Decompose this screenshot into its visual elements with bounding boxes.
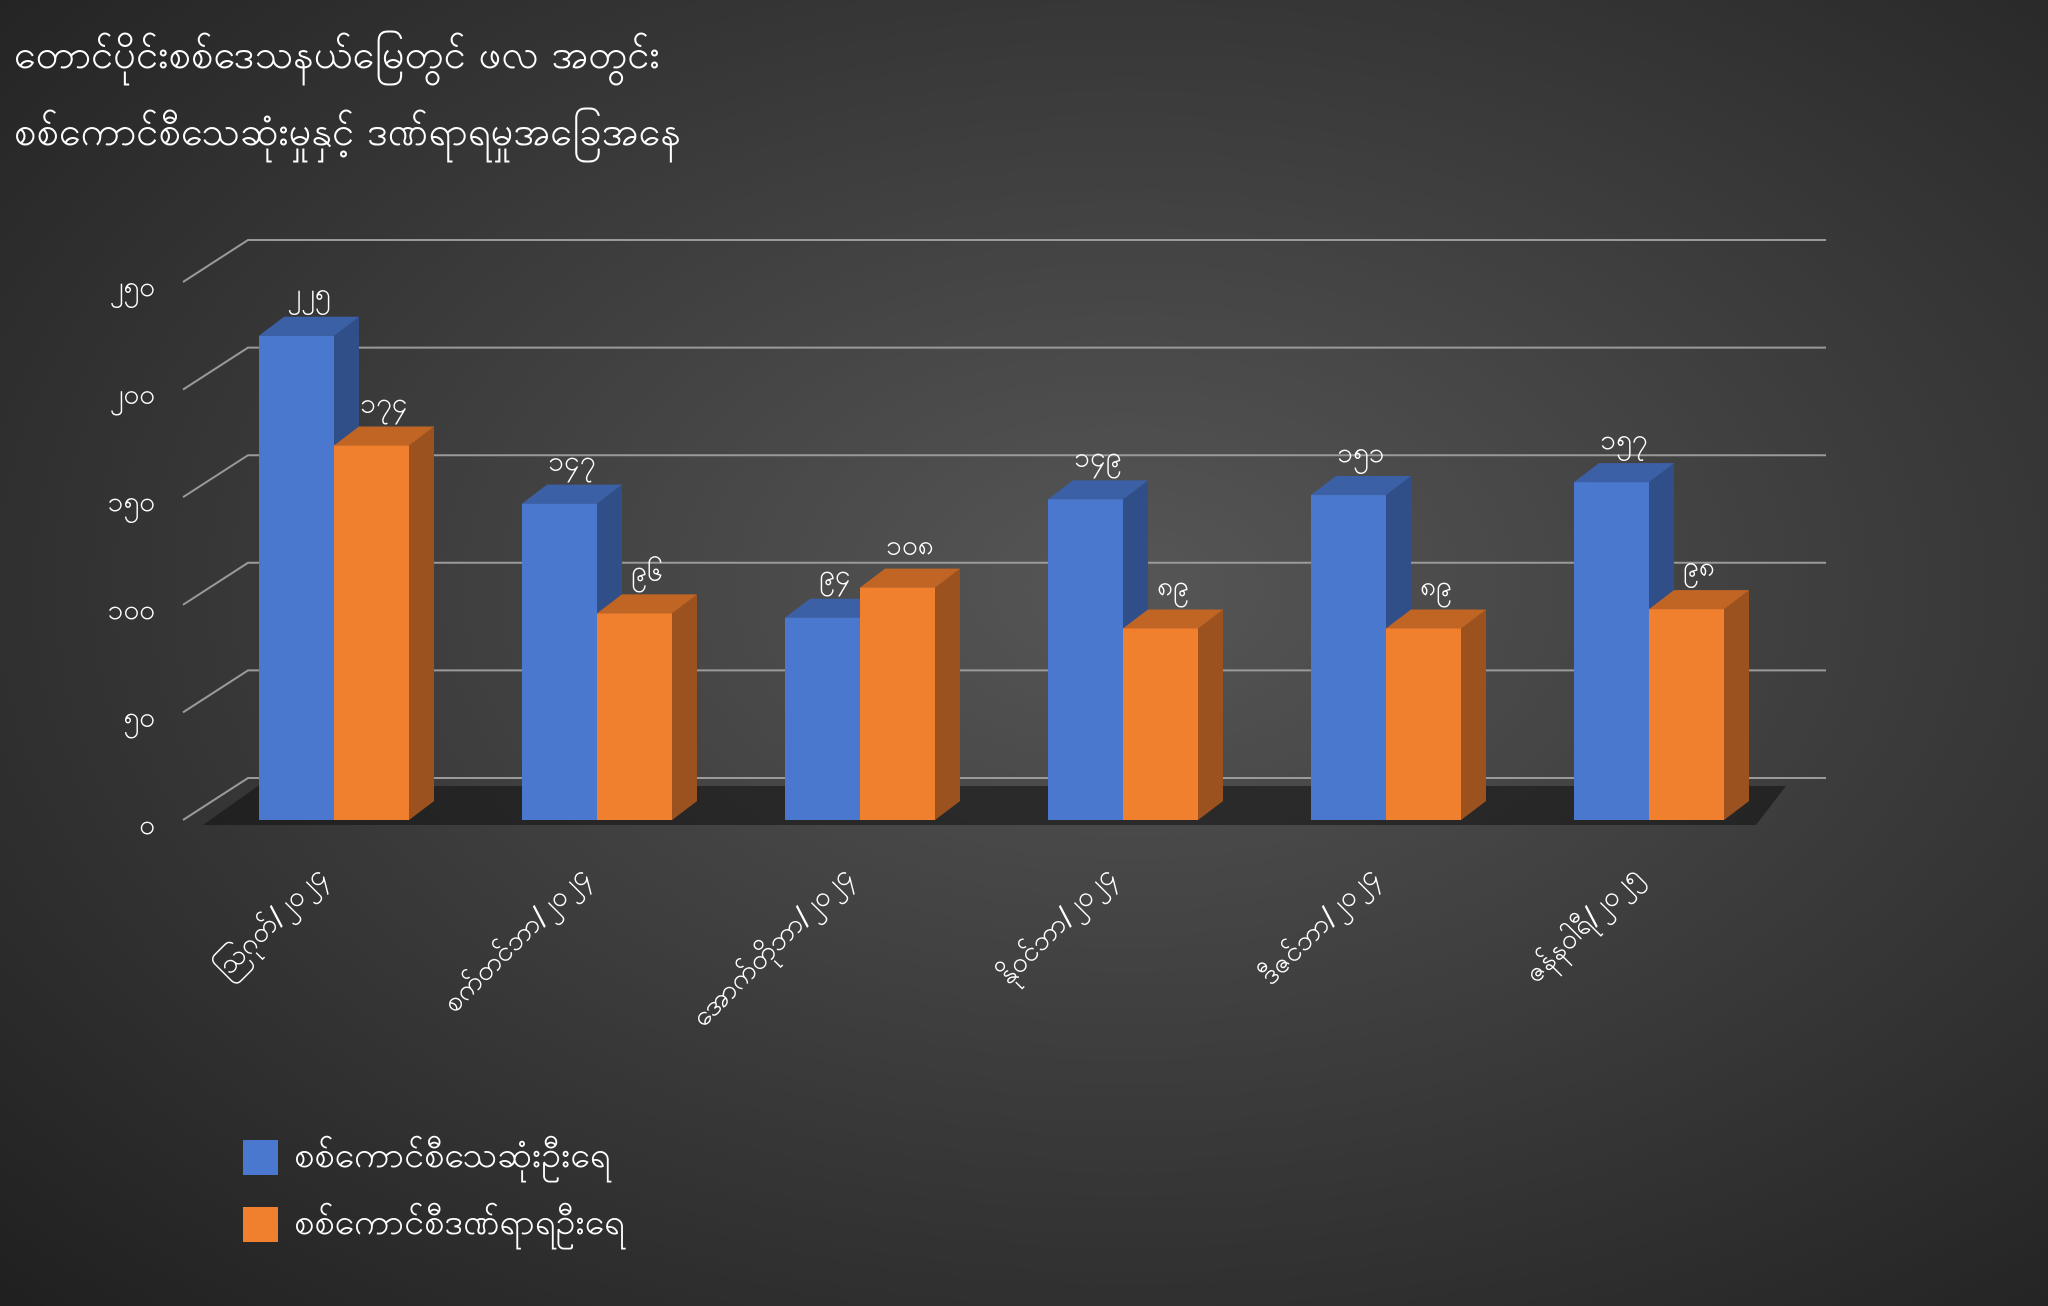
bar-side-shade	[1724, 590, 1749, 820]
bar	[1311, 495, 1386, 820]
value-label: ၁၄၇	[548, 445, 595, 484]
y-tick-label: ၁၅၀	[108, 485, 155, 524]
chart-subtitle: စစ်ကောင်စီသေဆုံးမှုနှင့် ဒဏ်ရာရမှုအခြေအန…	[14, 108, 681, 163]
bar	[1048, 499, 1123, 820]
value-label: ၈၉	[1420, 569, 1452, 608]
bar-top	[522, 484, 622, 504]
value-label: ၉၆	[631, 553, 663, 593]
bar	[1574, 482, 1649, 820]
bar-top-shade	[860, 568, 960, 588]
bar-side-shade	[409, 426, 434, 820]
value-label: ၉၄	[819, 559, 851, 598]
legend-label: စစ်ကောင်စီဒဏ်ရာရဦးရေ	[294, 1202, 626, 1250]
bar-top	[334, 426, 434, 446]
value-label: ၉၈	[1683, 550, 1715, 589]
bar	[597, 613, 672, 820]
y-tick-label: ၀	[139, 808, 155, 841]
bar	[860, 587, 935, 820]
value-label: ၂၂၅	[287, 277, 330, 316]
bar-top	[860, 568, 960, 588]
y-tick-label: ၂၀၀	[110, 378, 155, 417]
legend-swatch	[243, 1207, 278, 1242]
y-tick-label: ၂၅၀	[110, 270, 155, 309]
bar	[1386, 628, 1461, 820]
bar-side	[935, 568, 960, 820]
value-label: ၁၅၁	[1337, 436, 1384, 475]
value-label: ၁၄၉	[1074, 440, 1121, 479]
grid-line	[182, 454, 1826, 499]
value-label: ၁၅၇	[1600, 423, 1647, 462]
bar-side-shade	[1461, 609, 1486, 820]
bar-top	[259, 316, 359, 336]
bar-side	[1724, 590, 1749, 820]
bar-top-shade	[1311, 476, 1411, 496]
value-label: ၁၇၄	[360, 387, 407, 426]
bar-side	[672, 594, 697, 820]
value-label: ၈၉	[1157, 569, 1189, 608]
bar-top-shade	[1386, 609, 1486, 629]
bar-top-shade	[259, 316, 359, 336]
bar-side	[409, 426, 434, 820]
bar-top	[1311, 476, 1411, 496]
bar	[1649, 609, 1724, 820]
chart-title: တောင်ပိုင်းစစ်ဒေသနယ်မြေတွင် ဖလ အတွင်း	[14, 31, 660, 86]
bar-side-shade	[935, 568, 960, 820]
bar-side	[1461, 609, 1486, 820]
bar	[1123, 628, 1198, 820]
bar	[334, 445, 409, 820]
legend-label: စစ်ကောင်စီသေဆုံးဦးရေ	[294, 1135, 612, 1183]
bar-top-shade	[1649, 590, 1749, 610]
bar	[522, 503, 597, 820]
bar-side	[1198, 609, 1223, 820]
bar-top	[1574, 463, 1674, 483]
bar-top	[1123, 609, 1223, 629]
legend-swatch	[243, 1140, 278, 1175]
bar-top-shade	[522, 484, 622, 504]
bar-side-shade	[672, 594, 697, 820]
bar-top-shade	[1048, 480, 1148, 500]
bar-top-shade	[1123, 609, 1223, 629]
grid-line	[182, 777, 1826, 821]
bar-top-shade	[1574, 463, 1674, 483]
bar-side-shade	[1198, 609, 1223, 820]
bar-top	[1048, 480, 1148, 500]
value-label: ၁၀၈	[886, 529, 934, 562]
bar-top	[597, 594, 697, 614]
grid-line	[182, 561, 1826, 606]
bar	[259, 335, 334, 820]
grid-line	[182, 669, 1826, 714]
floor-shadow	[203, 786, 1786, 825]
bar	[785, 617, 860, 820]
bar-top	[1649, 590, 1749, 610]
grid-line	[182, 346, 1826, 391]
bar-top-shade	[334, 426, 434, 446]
y-tick-label: ၅၀	[124, 700, 156, 739]
grid-line	[182, 239, 1826, 283]
bar-top	[1386, 609, 1486, 629]
y-tick-label: ၁၀၀	[108, 593, 155, 626]
bar-top-shade	[597, 594, 697, 614]
